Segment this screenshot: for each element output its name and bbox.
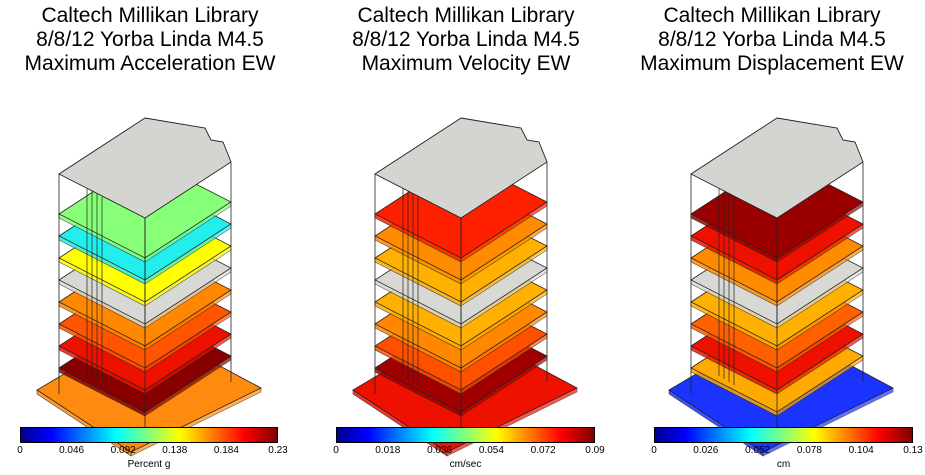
title-line-2: 8/8/12 Yorba Linda M4.5 — [36, 28, 264, 51]
tick-label: 0 — [17, 445, 23, 456]
tick-label: 0.09 — [585, 445, 605, 456]
colorbar — [336, 427, 595, 443]
colorbar-unit: cm/sec — [449, 459, 482, 470]
roof-slab — [690, 117, 864, 219]
tick-label: 0.078 — [796, 445, 822, 456]
title-line-1: Caltech Millikan Library — [663, 4, 881, 27]
colorbar — [20, 427, 278, 443]
title-line-2: 8/8/12 Yorba Linda M4.5 — [352, 28, 580, 51]
title-line-2: 8/8/12 Yorba Linda M4.5 — [658, 28, 886, 51]
roof-slab — [374, 117, 548, 219]
title-line-3: Maximum Acceleration EW — [24, 52, 276, 75]
title-line-1: Caltech Millikan Library — [357, 4, 575, 27]
colorbar-unit: cm — [776, 459, 791, 470]
panel-title: Caltech Millikan Library 8/8/12 Yorba Li… — [316, 4, 616, 76]
tick-label: 0.046 — [59, 445, 85, 456]
title-line-1: Caltech Millikan Library — [41, 4, 259, 27]
tick-label: 0.018 — [375, 445, 401, 456]
building-model — [36, 117, 262, 457]
tick-label: 0.13 — [903, 445, 923, 456]
colorbar-ticks: 0 0.046 0.092 0.138 0.184 0.23 — [17, 445, 288, 459]
title-line-3: Maximum Displacement EW — [640, 52, 904, 75]
panel-displacement: Caltech Millikan Library 8/8/12 Yorba Li… — [622, 0, 923, 475]
tick-label: 0.138 — [162, 445, 188, 456]
colorbar-unit: Percent g — [127, 459, 171, 470]
building-model — [668, 117, 894, 457]
tick-label: 0.052 — [745, 445, 771, 456]
tick-label: 0.23 — [268, 445, 288, 456]
panel-title: Caltech Millikan Library 8/8/12 Yorba Li… — [622, 4, 922, 76]
roof-slab — [58, 117, 232, 219]
tick-label: 0.036 — [427, 445, 453, 456]
tick-label: 0.184 — [213, 445, 239, 456]
tick-label: 0 — [333, 445, 339, 456]
building-model — [352, 117, 578, 457]
tick-label: 0.054 — [478, 445, 504, 456]
tick-label: 0.104 — [848, 445, 874, 456]
tick-label: 0.026 — [693, 445, 719, 456]
tick-label: 0.072 — [530, 445, 556, 456]
panel-acceleration: Caltech Millikan Library 8/8/12 Yorba Li… — [0, 0, 300, 475]
title-line-3: Maximum Velocity EW — [361, 52, 571, 75]
tick-label: 0 — [651, 445, 657, 456]
colorbar — [654, 427, 913, 443]
tick-label: 0.092 — [110, 445, 136, 456]
colorbar-ticks: 0 0.018 0.036 0.054 0.072 0.09 — [333, 445, 605, 459]
panel-velocity: Caltech Millikan Library 8/8/12 Yorba Li… — [316, 0, 616, 475]
colorbar-ticks: 0 0.026 0.052 0.078 0.104 0.13 — [651, 445, 923, 459]
panel-title: Caltech Millikan Library 8/8/12 Yorba Li… — [0, 4, 300, 76]
